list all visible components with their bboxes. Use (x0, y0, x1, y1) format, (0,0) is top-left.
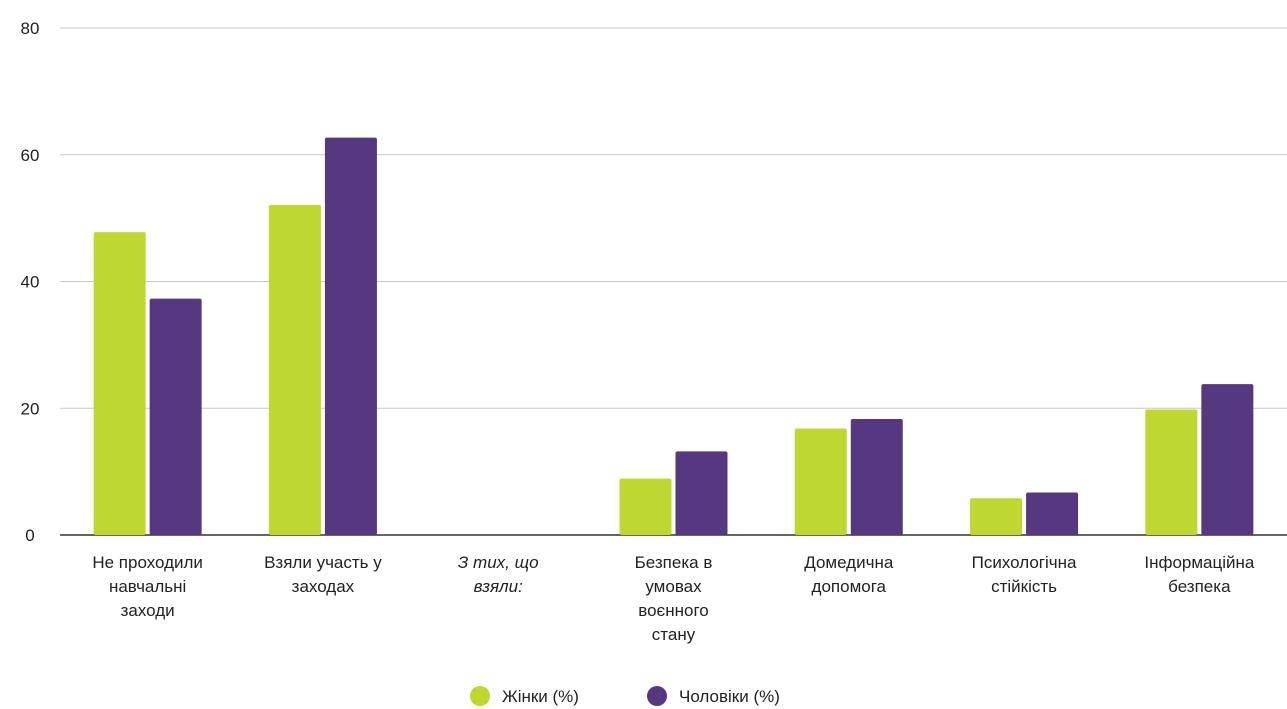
y-tick-label: 20 (21, 399, 40, 418)
bar (93, 232, 146, 535)
y-tick-label: 60 (21, 146, 40, 165)
bar (850, 419, 903, 535)
legend-label: Жінки (%) (502, 687, 579, 706)
y-tick-label: 40 (21, 273, 40, 292)
x-tick-label: Не проходили навчальні заходи (92, 553, 203, 620)
bar (324, 137, 377, 536)
bar (1145, 409, 1198, 535)
legend-label: Чоловіки (%) (679, 687, 780, 706)
x-tick-label: Домедична допомога (804, 553, 894, 596)
bar (970, 498, 1023, 535)
bar (619, 478, 672, 535)
bar (1026, 492, 1079, 535)
bar (149, 298, 202, 535)
y-tick-label: 80 (21, 19, 40, 38)
bar (675, 451, 728, 535)
legend-swatch (647, 686, 667, 706)
x-tick-label: Безпека в умовах воєнного стану (635, 553, 713, 644)
x-tick-label: Інформаційна безпека (1144, 553, 1255, 596)
x-tick-label: Психологічна стійкість (972, 553, 1077, 596)
x-tick-label: З тих, що взяли: (458, 553, 539, 596)
x-tick-label: Взяли участь у заходах (264, 553, 382, 596)
bar (794, 428, 847, 535)
bar (1201, 384, 1254, 535)
y-tick-label: 0 (25, 526, 34, 545)
legend-swatch (470, 686, 490, 706)
bar (268, 204, 321, 535)
